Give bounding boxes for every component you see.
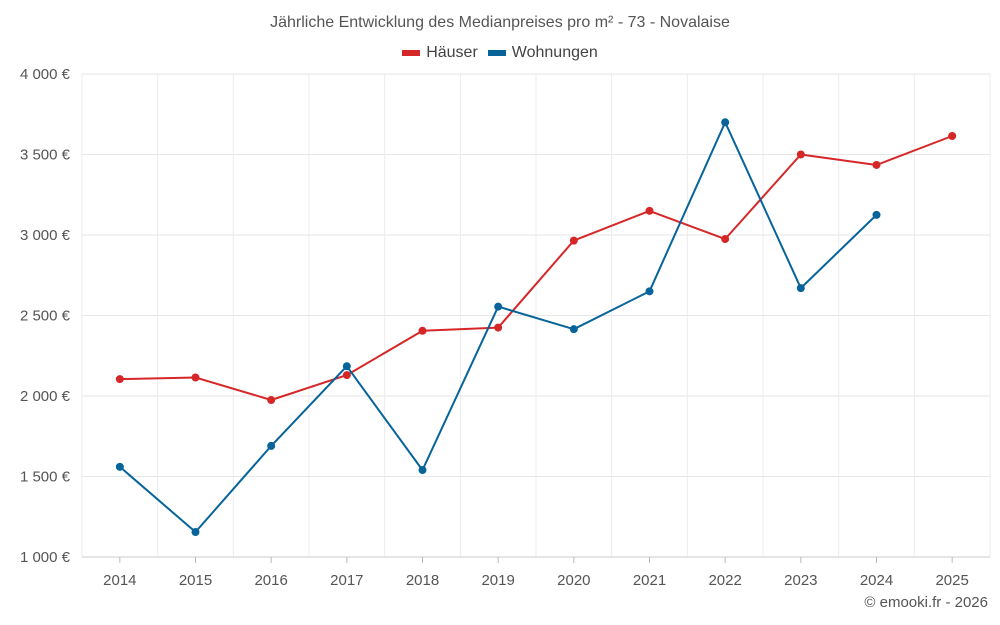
chart-title: Jährliche Entwicklung des Medianpreises … xyxy=(270,14,730,31)
data-point-wohnungen xyxy=(721,118,730,127)
data-point-haeuser xyxy=(721,235,730,244)
legend-swatch-wohnungen xyxy=(487,50,506,56)
data-point-haeuser xyxy=(418,326,427,335)
legend-item-wohnungen[interactable]: Wohnungen xyxy=(487,44,598,62)
x-tick-label: 2021 xyxy=(633,572,666,589)
y-tick-label: 3 000 € xyxy=(20,227,71,244)
y-tick-label: 1 000 € xyxy=(20,549,71,566)
series-line-haeuser xyxy=(119,135,953,401)
y-tick-label: 3 500 € xyxy=(20,147,71,164)
data-point-wohnungen xyxy=(494,302,503,311)
legend-label-wohnungen: Wohnungen xyxy=(511,44,598,61)
data-point-haeuser xyxy=(948,131,957,140)
legend-swatch-haeuser xyxy=(402,50,421,56)
data-point-haeuser xyxy=(569,236,578,245)
legend-label-haeuser: Häuser xyxy=(426,44,478,61)
data-point-haeuser xyxy=(494,323,503,332)
credit: © emooki.fr - 2026 xyxy=(864,594,988,611)
data-point-wohnungen xyxy=(569,325,578,334)
data-point-wohnungen xyxy=(115,462,124,471)
legend-item-haeuser[interactable]: Häuser xyxy=(402,44,478,62)
y-tick-label: 2 000 € xyxy=(20,388,71,405)
data-point-wohnungen xyxy=(796,284,805,293)
data-point-haeuser xyxy=(796,150,805,159)
data-point-wohnungen xyxy=(872,210,881,219)
data-point-haeuser xyxy=(645,206,654,215)
y-tick-label: 4 000 € xyxy=(20,66,71,83)
x-tick-label: 2018 xyxy=(406,572,439,589)
x-tick-label: 2015 xyxy=(179,572,212,589)
legend: Häuser Wohnungen xyxy=(0,44,1000,62)
x-tick-label: 2017 xyxy=(330,572,363,589)
x-tick-label: 2020 xyxy=(557,572,590,589)
data-point-wohnungen xyxy=(191,528,200,537)
data-point-wohnungen xyxy=(267,441,276,450)
data-point-wohnungen xyxy=(418,466,427,475)
data-point-haeuser xyxy=(267,396,276,405)
y-tick-label: 2 500 € xyxy=(20,308,71,325)
data-point-haeuser xyxy=(872,160,881,169)
x-tick-label: 2014 xyxy=(103,572,136,589)
data-point-wohnungen xyxy=(342,362,351,371)
data-point-haeuser xyxy=(342,371,351,380)
y-tick-label: 1 500 € xyxy=(20,469,71,486)
x-tick-label: 2024 xyxy=(860,572,893,589)
data-point-haeuser xyxy=(115,375,124,384)
x-tick-label: 2022 xyxy=(708,572,741,589)
x-tick-label: 2023 xyxy=(784,572,817,589)
data-point-wohnungen xyxy=(645,287,654,296)
x-tick-label: 2025 xyxy=(935,572,968,589)
data-point-haeuser xyxy=(191,373,200,382)
x-tick-label: 2019 xyxy=(481,572,514,589)
x-tick-label: 2016 xyxy=(254,572,287,589)
